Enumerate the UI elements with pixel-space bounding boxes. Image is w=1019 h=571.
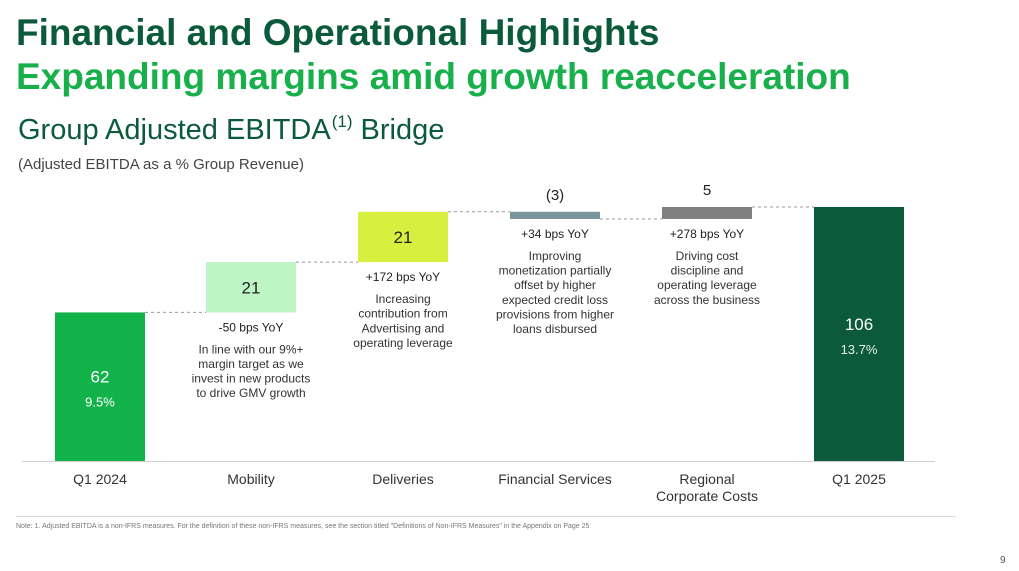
annotation-text: contribution from: [358, 307, 447, 321]
annotation-text: monetization partially: [499, 264, 612, 278]
chart-title-suffix: Bridge: [352, 114, 445, 146]
bar-value-label: 5: [703, 182, 711, 199]
bar-1: [55, 312, 145, 461]
footnote: Note: 1. Adjusted EBITDA is a non-IFRS m…: [16, 523, 590, 530]
bps-yoy-label: +34 bps YoY: [521, 227, 589, 241]
bar-value-label: 62: [91, 368, 110, 387]
bar-pct-label: 13.7%: [841, 342, 878, 357]
annotation-text: Advertising and: [362, 321, 445, 335]
annotation-text: offset by higher: [514, 278, 596, 292]
category-label: Mobility: [227, 471, 274, 487]
bar-3: [358, 211, 448, 263]
bar-5: [662, 207, 752, 219]
waterfall-chart: 62 9.5% Q1 2024 21 Mobility 21 Deliveries (3) Fi…: [22, 182, 935, 504]
bar-value-label: (3): [546, 187, 564, 204]
chart-title: Group Adjusted EBITDA(1) Bridge: [18, 112, 444, 147]
bar-6: [814, 207, 904, 461]
page-number: 9: [1000, 555, 1006, 566]
annotation-text: Increasing: [375, 292, 430, 306]
footer-divider: [16, 516, 956, 517]
chart-title-footnote-ref: (1): [331, 112, 353, 131]
category-label: Financial Services: [498, 471, 612, 487]
bar-2: [206, 262, 296, 313]
category-label: Q1 2025: [832, 471, 886, 487]
annotation-text: provisions from higher: [496, 307, 614, 321]
page-title: Financial and Operational Highlights: [16, 12, 660, 53]
category-label: Regional: [679, 471, 734, 487]
annotation-text: Improving: [529, 249, 582, 263]
category-label: Q1 2024: [73, 471, 127, 487]
annotation-text: invest in new products: [192, 372, 311, 386]
annotation-text: to drive GMV growth: [196, 386, 305, 400]
units-note: (Adjusted EBITDA as a % Group Revenue): [18, 156, 304, 173]
annotation-text: discipline and: [671, 264, 744, 278]
bps-yoy-label: -50 bps YoY: [219, 320, 284, 334]
bps-yoy-label: +172 bps YoY: [366, 270, 440, 284]
annotation-text: operating leverage: [657, 278, 757, 292]
category-label: Corporate Costs: [656, 488, 758, 504]
bar-4: [510, 211, 600, 219]
annotation-text: loans disbursed: [513, 322, 597, 336]
annotation-text: In line with our 9%+: [198, 342, 303, 356]
bar-value-label: 106: [845, 315, 873, 334]
chart-title-text: Group Adjusted EBITDA: [18, 114, 331, 146]
bar-value-label: 21: [394, 228, 413, 247]
bar-pct-label: 9.5%: [85, 395, 115, 410]
bar-value-label: 21: [242, 278, 261, 297]
category-label: Deliveries: [372, 471, 433, 487]
annotation-text: expected credit loss: [502, 293, 608, 307]
annotation-text: margin target as we: [198, 357, 304, 371]
page-subtitle: Expanding margins amid growth reaccelera…: [16, 56, 851, 97]
bps-yoy-label: +278 bps YoY: [670, 227, 744, 241]
annotation-text: Driving cost: [676, 249, 739, 263]
annotation-text: operating leverage: [353, 336, 453, 350]
annotation-text: across the business: [654, 293, 760, 307]
